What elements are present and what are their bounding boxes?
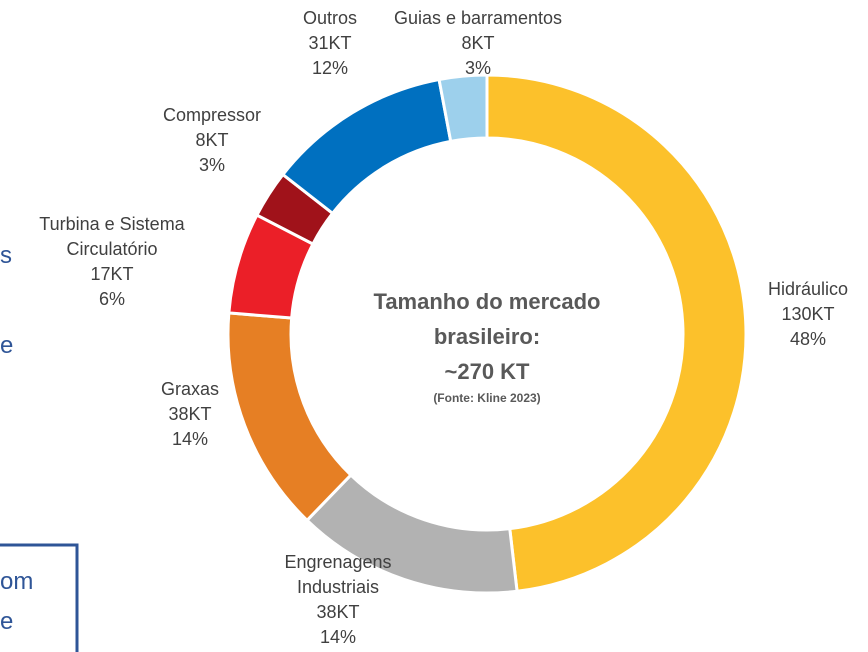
value-label: 8KT [461, 33, 495, 53]
box-text: e [0, 608, 14, 635]
data-label: Engrenagens Industriais 38KT 14% [258, 550, 418, 650]
data-label: Hidráulico 130KT 48% [748, 277, 868, 352]
data-label: Turbina e Sistema Circulatório 17KT 6% [12, 212, 212, 312]
share-label: 48% [789, 329, 827, 349]
side-text: s [0, 242, 12, 269]
data-label: Compressor 8KT 3% [142, 103, 282, 178]
donut-segment [485, 73, 748, 593]
value-label: 38KT [168, 404, 212, 424]
category-label: Turbina e Sistema Circulatório [39, 214, 185, 259]
category-label: Engrenagens Industriais [284, 552, 392, 597]
share-label: 3% [198, 155, 225, 175]
value-label: 17KT [90, 264, 134, 284]
data-label: Guias e barramentos 8KT 3% [358, 6, 598, 81]
share-label: 6% [98, 289, 125, 309]
category-label: Graxas [160, 379, 220, 399]
side-text: e [0, 332, 14, 359]
share-label: 3% [464, 58, 491, 78]
category-label: Compressor [162, 105, 262, 125]
donut-segment [437, 73, 489, 144]
category-label: Hidráulico [767, 279, 849, 299]
data-label: Graxas 38KT 14% [130, 377, 250, 452]
box-text: om [0, 568, 34, 595]
text-box [0, 543, 79, 652]
donut-segment [280, 77, 453, 216]
share-label: 14% [319, 627, 357, 647]
center-text: Tamanho do mercado brasileiro: ~270 KT (… [337, 284, 637, 407]
category-label: Outros [302, 8, 358, 28]
source: (Fonte: Kline 2023) [433, 391, 541, 405]
share-label: 14% [171, 429, 209, 449]
share-label: 12% [311, 58, 349, 78]
category-label: Guias e barramentos [393, 8, 563, 28]
chart-subtitle: ~270 KT [444, 359, 530, 384]
value-label: 38KT [316, 602, 360, 622]
value-label: 8KT [195, 130, 229, 150]
value-label: 31KT [308, 33, 352, 53]
data-label: Outros 31KT 12% [280, 6, 380, 81]
chart-title: Tamanho do mercado brasileiro: [373, 289, 601, 349]
value-label: 130KT [781, 304, 835, 324]
